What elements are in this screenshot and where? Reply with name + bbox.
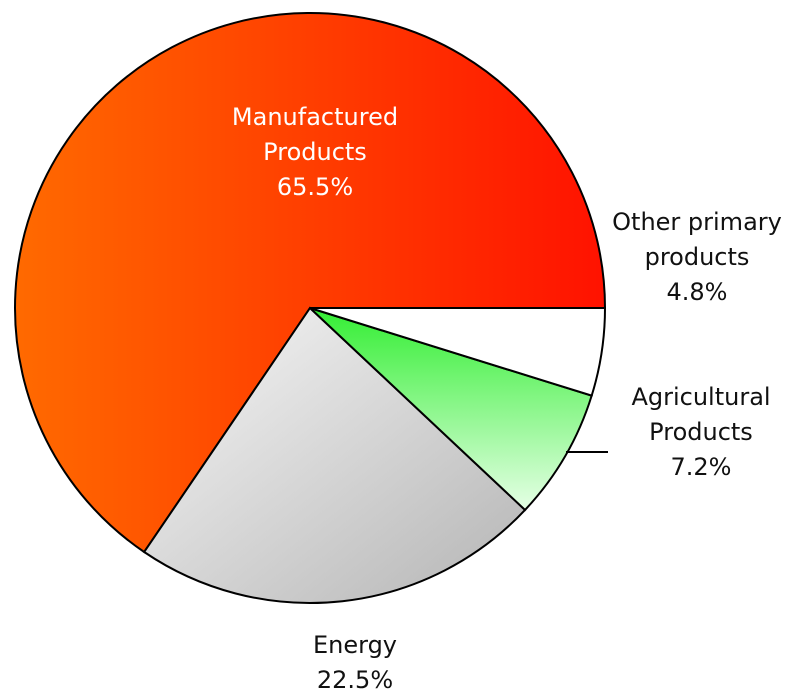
slice-value: 22.5% (316, 666, 394, 694)
slice-label: Agricultural Products 7.2% (606, 380, 796, 485)
slice-label: Other primary products 4.8% (612, 205, 782, 310)
slice-name: Other primary products (612, 208, 782, 271)
pie-slice (309, 307, 593, 512)
pie-slice (142, 306, 527, 604)
pie-slice (309, 307, 607, 397)
slice-value: 65.5% (276, 173, 354, 201)
slice-name: Energy (312, 631, 398, 659)
slice-label: Energy 22.5% (270, 628, 440, 698)
slice-value: 4.8% (666, 278, 728, 306)
slice-name: Agricultural Products (631, 383, 771, 446)
slice-value: 7.2% (670, 453, 732, 481)
slice-label: Manufactured Products 65.5% (230, 100, 400, 205)
slice-name: Manufactured Products (231, 103, 399, 166)
pie-slice (14, 12, 607, 554)
